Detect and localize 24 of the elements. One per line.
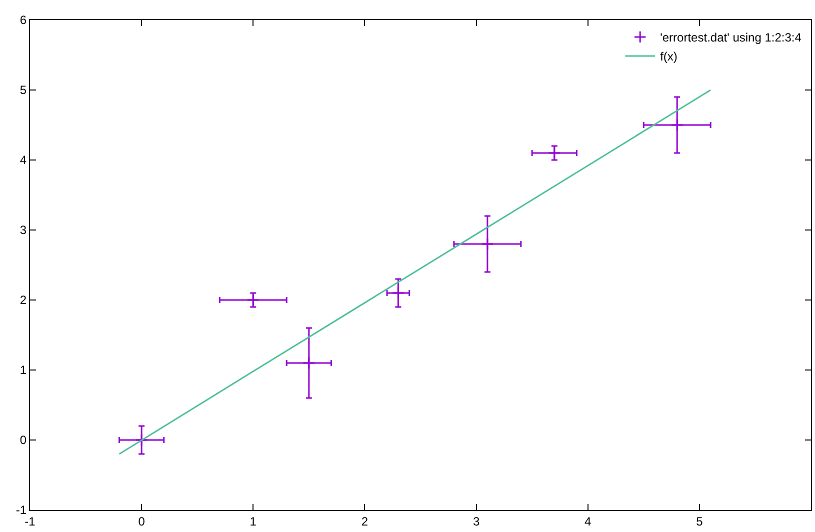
point: [246, 294, 260, 306]
y-tick-label: 3: [20, 223, 27, 238]
x-tick-label: 0: [138, 514, 146, 528]
x-tick-label: 4: [584, 514, 592, 528]
point: [302, 356, 316, 370]
point: [670, 118, 684, 132]
point: [548, 146, 561, 160]
y-tick-label: 6: [20, 13, 27, 28]
y-tick-label: 2: [20, 293, 27, 308]
y-tick-label: -1: [16, 503, 27, 518]
point: [481, 238, 494, 250]
y-tick-label: 1: [20, 363, 27, 378]
point: [392, 286, 405, 300]
legend-label: 'errortest.dat' using 1:2:3:4: [660, 30, 802, 45]
x-tick-label: 5: [696, 514, 704, 528]
line-series: [118, 89, 712, 455]
point: [135, 434, 148, 446]
x-tick-label: 3: [472, 514, 480, 528]
legend-label: f(x): [660, 50, 678, 64]
y-tick-label: 4: [20, 153, 27, 168]
y-tick-label: 0: [20, 433, 27, 448]
x-tick-label: 2: [361, 514, 368, 528]
y-tick-label: 5: [20, 83, 27, 98]
x-tick-label: 1: [250, 514, 257, 528]
